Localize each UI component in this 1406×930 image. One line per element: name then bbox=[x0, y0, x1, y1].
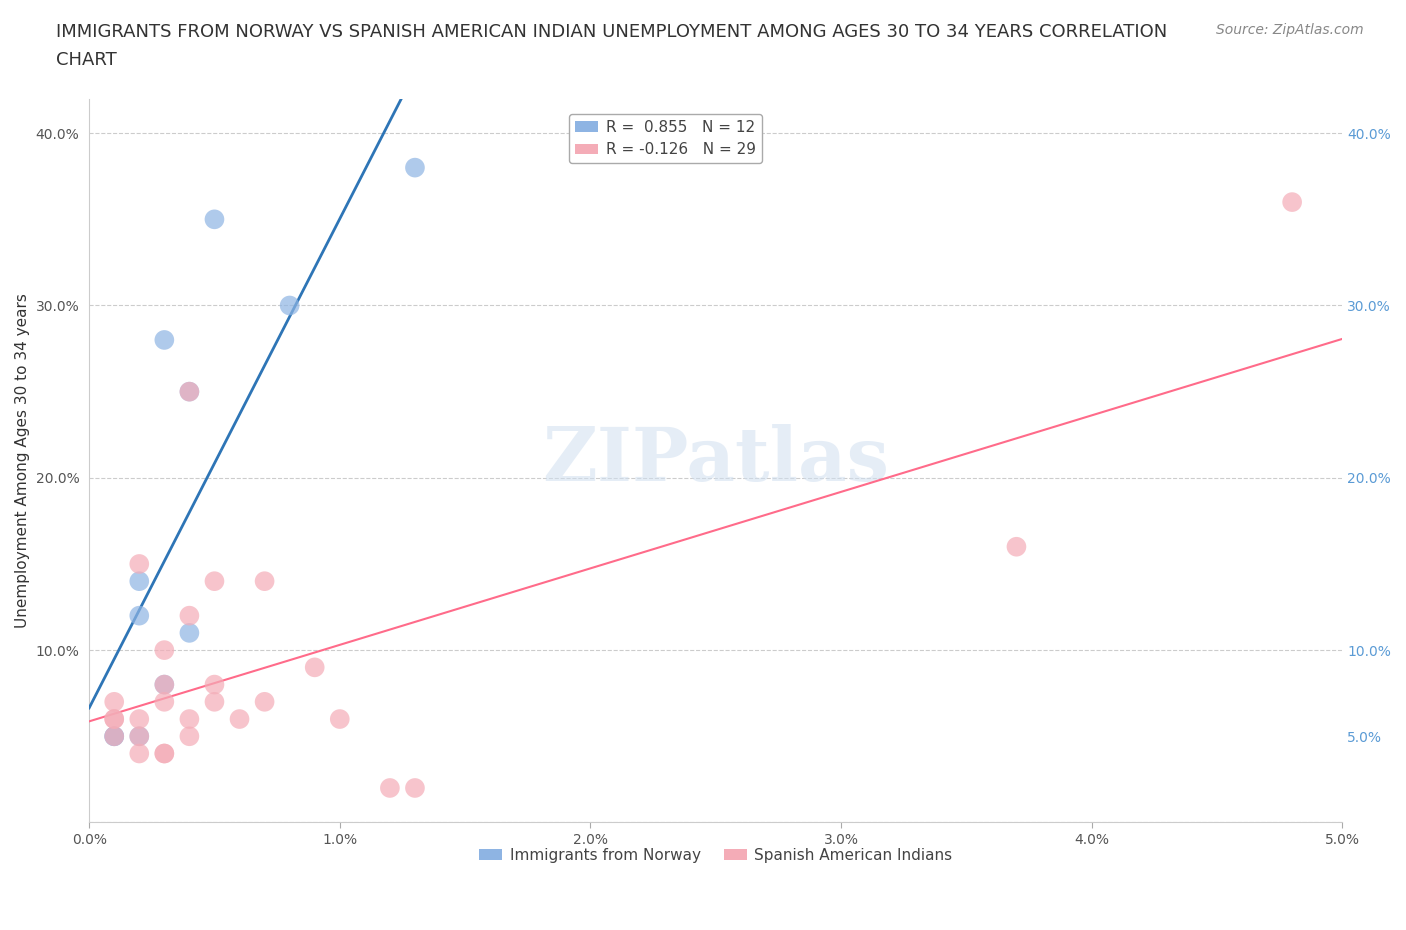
Point bbox=[153, 677, 176, 692]
Point bbox=[128, 746, 150, 761]
Text: CHART: CHART bbox=[56, 51, 117, 69]
Text: Source: ZipAtlas.com: Source: ZipAtlas.com bbox=[1216, 23, 1364, 37]
Point bbox=[153, 643, 176, 658]
Point bbox=[153, 695, 176, 710]
Point bbox=[128, 574, 150, 589]
Point bbox=[103, 729, 125, 744]
Point bbox=[128, 608, 150, 623]
Point bbox=[103, 711, 125, 726]
Point bbox=[153, 333, 176, 348]
Point bbox=[404, 780, 426, 795]
Point bbox=[278, 298, 301, 312]
Y-axis label: Unemployment Among Ages 30 to 34 years: Unemployment Among Ages 30 to 34 years bbox=[15, 293, 30, 628]
Point bbox=[1005, 539, 1028, 554]
Legend: Immigrants from Norway, Spanish American Indians: Immigrants from Norway, Spanish American… bbox=[472, 842, 959, 869]
Point bbox=[228, 711, 250, 726]
Point bbox=[253, 574, 276, 589]
Point bbox=[204, 677, 226, 692]
Point bbox=[179, 729, 201, 744]
Point bbox=[103, 729, 125, 744]
Point bbox=[128, 729, 150, 744]
Point bbox=[153, 677, 176, 692]
Point bbox=[179, 711, 201, 726]
Point bbox=[204, 695, 226, 710]
Point bbox=[128, 556, 150, 571]
Point bbox=[179, 626, 201, 641]
Point bbox=[204, 212, 226, 227]
Point bbox=[179, 384, 201, 399]
Point bbox=[128, 729, 150, 744]
Point bbox=[304, 660, 326, 675]
Point bbox=[103, 695, 125, 710]
Text: IMMIGRANTS FROM NORWAY VS SPANISH AMERICAN INDIAN UNEMPLOYMENT AMONG AGES 30 TO : IMMIGRANTS FROM NORWAY VS SPANISH AMERIC… bbox=[56, 23, 1167, 41]
Point bbox=[179, 608, 201, 623]
Point bbox=[128, 711, 150, 726]
Point bbox=[153, 746, 176, 761]
Point bbox=[103, 729, 125, 744]
Point bbox=[179, 384, 201, 399]
Point bbox=[1281, 194, 1303, 209]
Point bbox=[378, 780, 401, 795]
Text: ZIPatlas: ZIPatlas bbox=[543, 424, 889, 497]
Point bbox=[253, 695, 276, 710]
Point bbox=[329, 711, 352, 726]
Point bbox=[153, 746, 176, 761]
Point bbox=[404, 160, 426, 175]
Point bbox=[103, 711, 125, 726]
Point bbox=[204, 574, 226, 589]
